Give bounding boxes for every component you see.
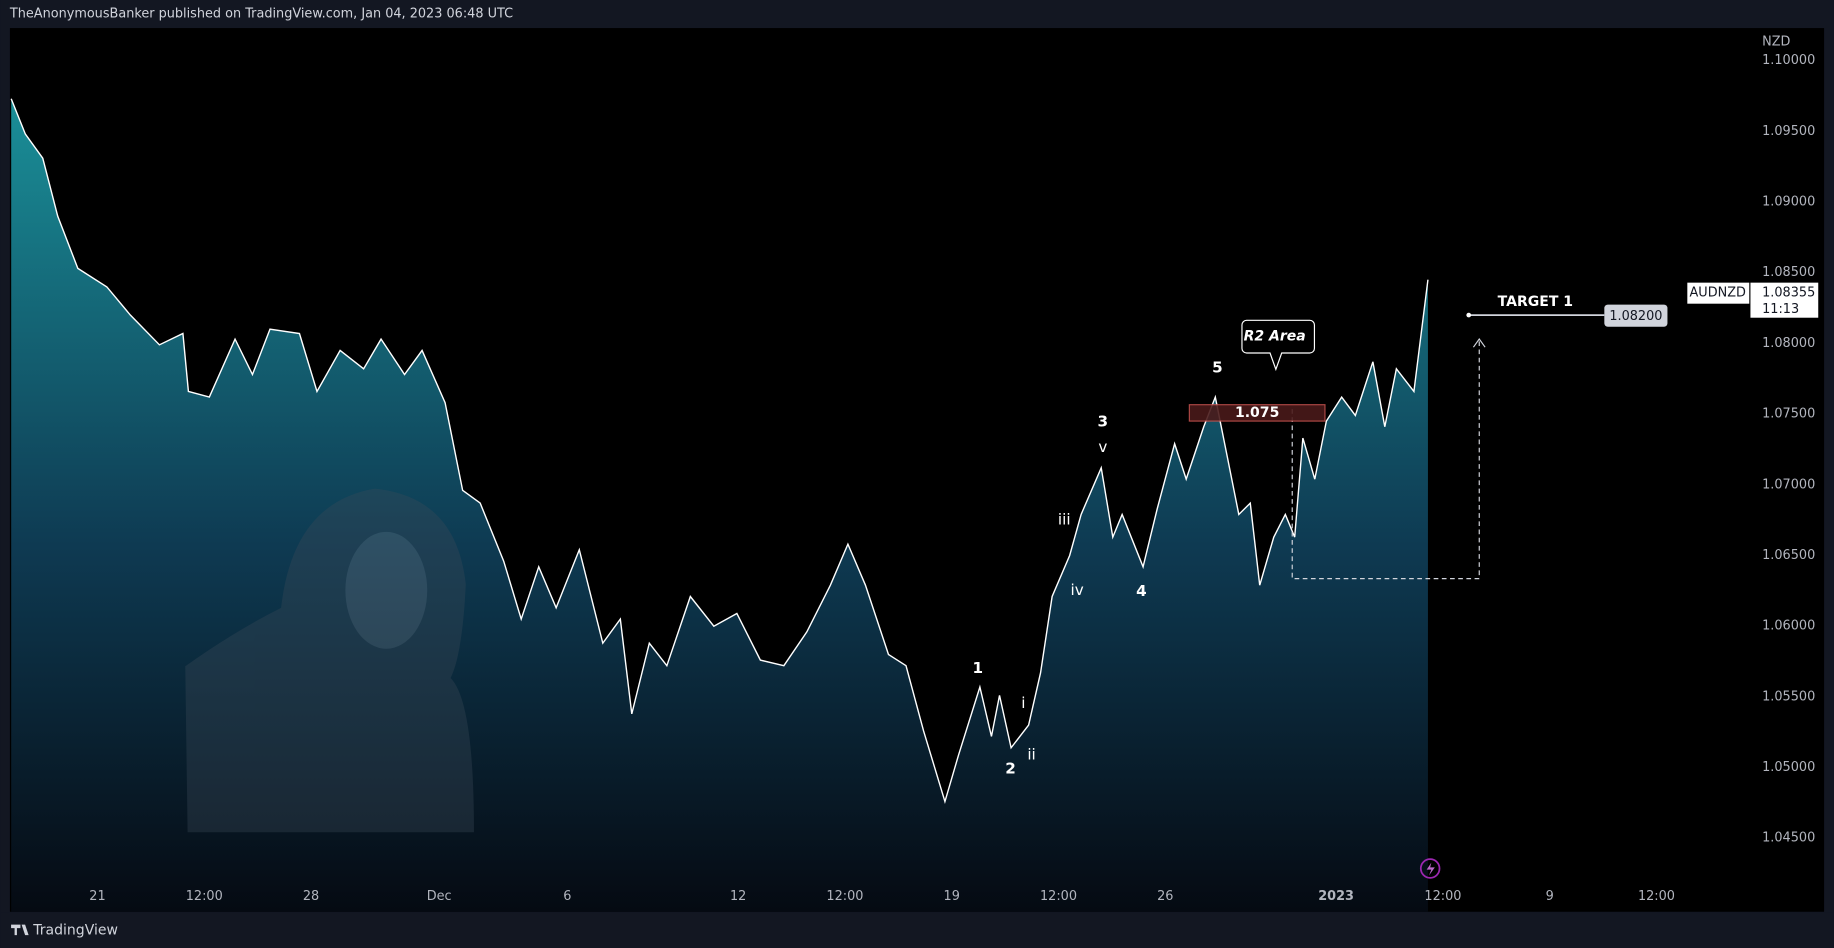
y-tick-label: 1.09000 [1762, 194, 1815, 209]
footer-logo [11, 924, 29, 936]
x-tick-label: 6 [563, 889, 571, 904]
x-tick-label: 19 [944, 889, 960, 904]
symbol-label: AUDNZD [1690, 286, 1746, 301]
target-label: 1.08200 [1609, 309, 1662, 324]
r2-callout [1241, 319, 1316, 372]
wave-label: iii [1058, 511, 1071, 529]
footer [0, 912, 1834, 948]
countdown: 11:13 [1762, 302, 1799, 317]
projection-path [1291, 341, 1480, 580]
y-tick-label: 1.06000 [1762, 619, 1815, 634]
y-tick-label: 1.04500 [1762, 831, 1815, 846]
wave-label: 5 [1212, 359, 1223, 377]
target-title: TARGET 1 [1498, 294, 1573, 310]
r2-title: R2 Area [1244, 329, 1306, 345]
wave-label: ii [1027, 746, 1035, 764]
x-tick-label: 26 [1157, 889, 1173, 904]
x-tick-label: 12 [730, 889, 746, 904]
wave-label: v [1098, 438, 1107, 456]
event-icon[interactable] [1419, 858, 1441, 879]
price-tag [1750, 282, 1819, 318]
projection-arrow [1472, 337, 1486, 348]
y-tick-label: 1.08000 [1762, 336, 1815, 351]
y-tick-label: 1.06500 [1762, 548, 1815, 563]
event-icon-bolt [1426, 862, 1435, 876]
target-label-box [1604, 304, 1668, 327]
price-area [11, 98, 1428, 912]
x-tick-label: 12:00 [186, 889, 223, 904]
wave-label: 3 [1098, 412, 1109, 430]
x-tick-label: 28 [303, 889, 319, 904]
y-tick-label: 1.08500 [1762, 265, 1815, 280]
target-dot [1466, 312, 1472, 318]
x-tick-label: 21 [89, 889, 105, 904]
r2-box [1188, 404, 1326, 422]
x-tick-label: 12:00 [1040, 889, 1077, 904]
r2-value: 1.075 [1235, 405, 1279, 421]
y-tick-label: 1.09500 [1762, 124, 1815, 139]
wave-label: i [1021, 694, 1025, 712]
y-tick-label: 1.07000 [1762, 477, 1815, 492]
wave-label: 2 [1005, 760, 1016, 778]
overlay: 1.075 R2 Area TARGET 1 1.08200 AUDNZD 1.08355… [972, 282, 1819, 778]
x-tick-label: 2023 [1318, 889, 1354, 904]
currency-label: NZD [1762, 35, 1790, 50]
figure-illustration [185, 488, 474, 833]
y-tick-label: 1.05000 [1762, 760, 1815, 775]
wave-label: iv [1071, 581, 1084, 599]
x-tick-label: 12:00 [1638, 889, 1675, 904]
x-tick-label: Dec [427, 889, 452, 904]
x-tick-label: 9 [1546, 889, 1554, 904]
footer-brand: TradingView [32, 922, 118, 938]
symbol-tag [1687, 282, 1750, 304]
price-line [10, 98, 1429, 804]
last-price: 1.08355 [1762, 286, 1815, 301]
x-tick-label: 12:00 [1424, 889, 1461, 904]
y-tick-label: 1.05500 [1762, 689, 1815, 704]
wave-label: 1 [972, 659, 983, 677]
area-layer [10, 98, 1429, 912]
y-tick-label: 1.07500 [1762, 407, 1815, 422]
y-tick-label: 1.10000 [1762, 53, 1815, 68]
wave-label: 4 [1136, 582, 1147, 600]
header-title: TheAnonymousBanker published on TradingV… [9, 7, 513, 22]
x-tick-label: 12:00 [826, 889, 863, 904]
